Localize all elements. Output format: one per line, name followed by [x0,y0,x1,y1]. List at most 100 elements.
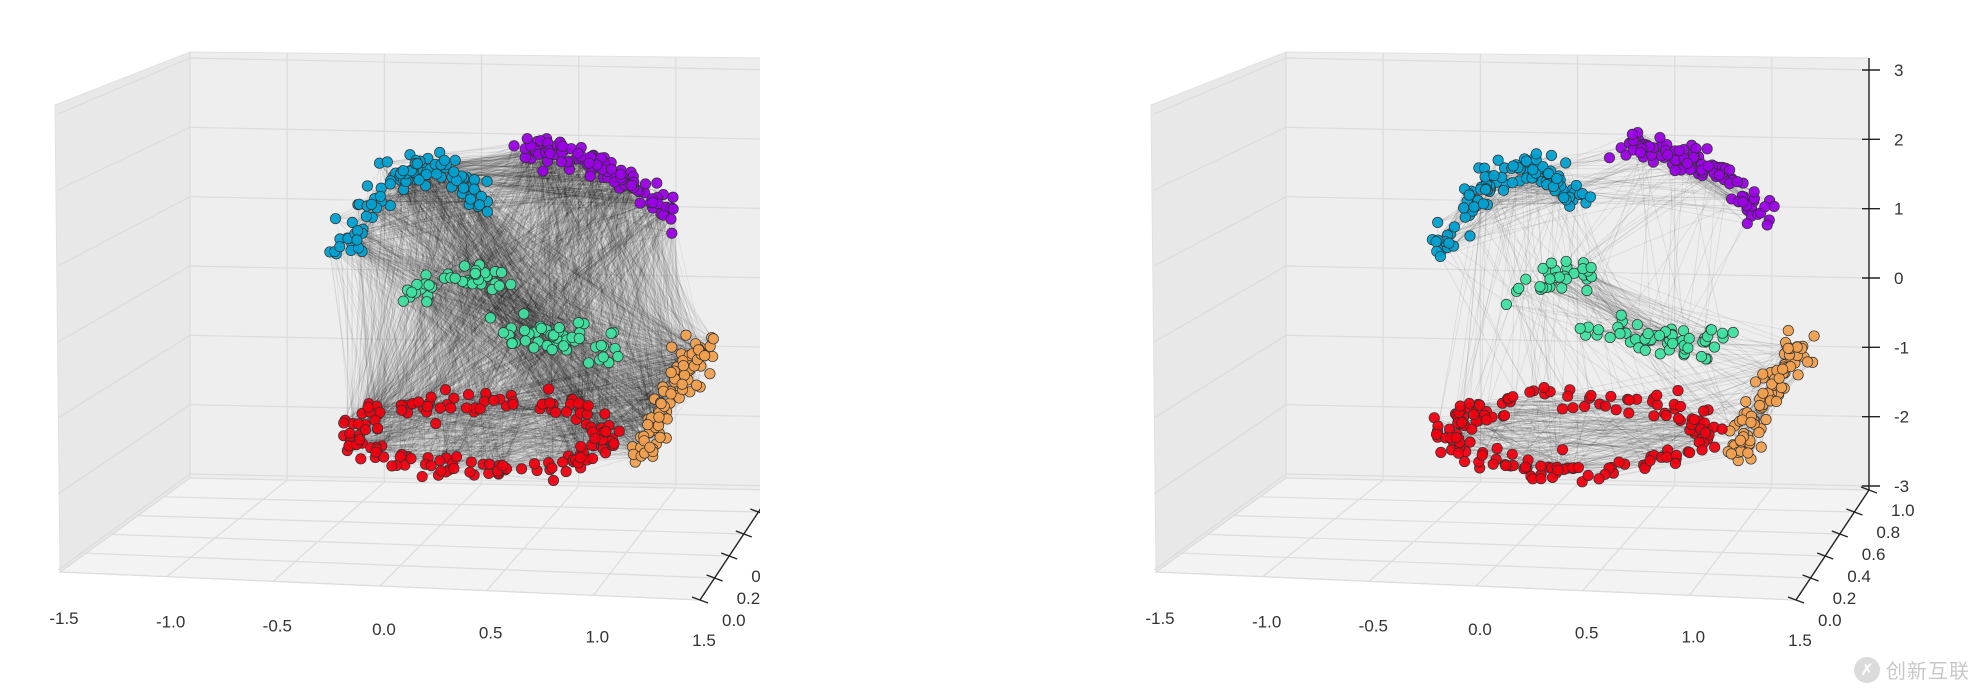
data-point [558,341,568,351]
data-point [1546,150,1556,160]
data-point [1652,400,1662,410]
data-point [1444,238,1454,248]
data-point [1700,428,1710,438]
data-point [573,318,583,328]
data-point [573,148,583,158]
data-point [1500,460,1510,470]
data-point [1717,424,1727,434]
data-point [606,328,616,338]
data-point [536,323,546,333]
data-point [1469,202,1479,212]
data-point [640,179,650,189]
data-point [435,403,445,413]
data-point [556,157,566,167]
data-point [666,214,676,224]
data-point [652,178,662,188]
data-point [1458,203,1468,213]
data-point [450,273,460,283]
chart-left-svg: -3-2-101230.00.20.40.60.81.0-1.5-1.0-0.5… [0,0,760,694]
data-point [1783,325,1793,335]
data-point [1643,328,1653,338]
data-point [574,333,584,343]
data-point [708,334,718,344]
data-point [363,402,373,412]
data-point [1616,310,1626,320]
data-point [439,155,449,165]
data-point [1561,256,1571,266]
data-point [666,367,676,377]
data-point [426,460,436,470]
z-tick-label: -1 [1894,338,1909,357]
data-point [1586,390,1596,400]
data-point [520,336,530,346]
data-point [440,384,450,394]
data-point [1457,417,1467,427]
data-point [1611,405,1621,415]
data-point [1706,325,1716,335]
x-tick-label: 1.5 [692,631,716,650]
data-point [1709,342,1719,352]
x-tick-label: 0.5 [1575,624,1599,643]
data-point [585,171,595,181]
data-point [554,323,564,333]
data-point [1531,149,1541,159]
data-point [600,409,610,419]
data-point [691,380,701,390]
data-point [1520,462,1530,472]
data-point [642,419,652,429]
data-point [645,442,655,452]
data-point [422,401,432,411]
data-point [498,460,508,470]
data-point [424,280,434,290]
data-point [330,213,340,223]
y-tick-label: 0.8 [1876,523,1900,542]
data-point [1724,165,1734,175]
data-point [1474,400,1484,410]
data-point [561,466,571,476]
data-point [1760,202,1770,212]
data-point [446,403,456,413]
data-point [1746,417,1756,427]
data-point [1673,385,1683,395]
data-point [699,350,709,360]
data-point [387,461,397,471]
data-point [668,192,678,202]
data-point [626,180,636,190]
data-point [1738,197,1748,207]
data-point [352,235,362,245]
data-point [550,407,560,417]
data-point [382,157,392,167]
data-point [1477,450,1487,460]
data-point [463,389,473,399]
data-point [372,423,382,433]
data-point [548,475,558,485]
data-point [1536,473,1546,483]
data-point [466,457,476,467]
data-point [508,399,518,409]
data-point [596,340,606,350]
data-point [1758,388,1768,398]
data-point [451,452,461,462]
data-point [1594,474,1604,484]
data-point [1683,343,1693,353]
data-point [470,268,480,278]
data-point [1460,212,1470,222]
data-point [598,352,608,362]
data-point [575,452,585,462]
data-point [1624,408,1634,418]
data-point [1654,330,1664,340]
data-point [489,395,499,405]
data-point [601,426,611,436]
data-point [1698,406,1708,416]
data-point [1536,461,1546,471]
data-point [1465,231,1475,241]
data-point [1624,395,1634,405]
data-point [1635,147,1645,157]
x-tick-label: 1.5 [1788,631,1812,650]
data-point [1583,470,1593,480]
data-point [1508,391,1518,401]
data-point [1632,319,1642,329]
x-tick-label: -1.0 [156,613,185,632]
data-point [395,452,405,462]
